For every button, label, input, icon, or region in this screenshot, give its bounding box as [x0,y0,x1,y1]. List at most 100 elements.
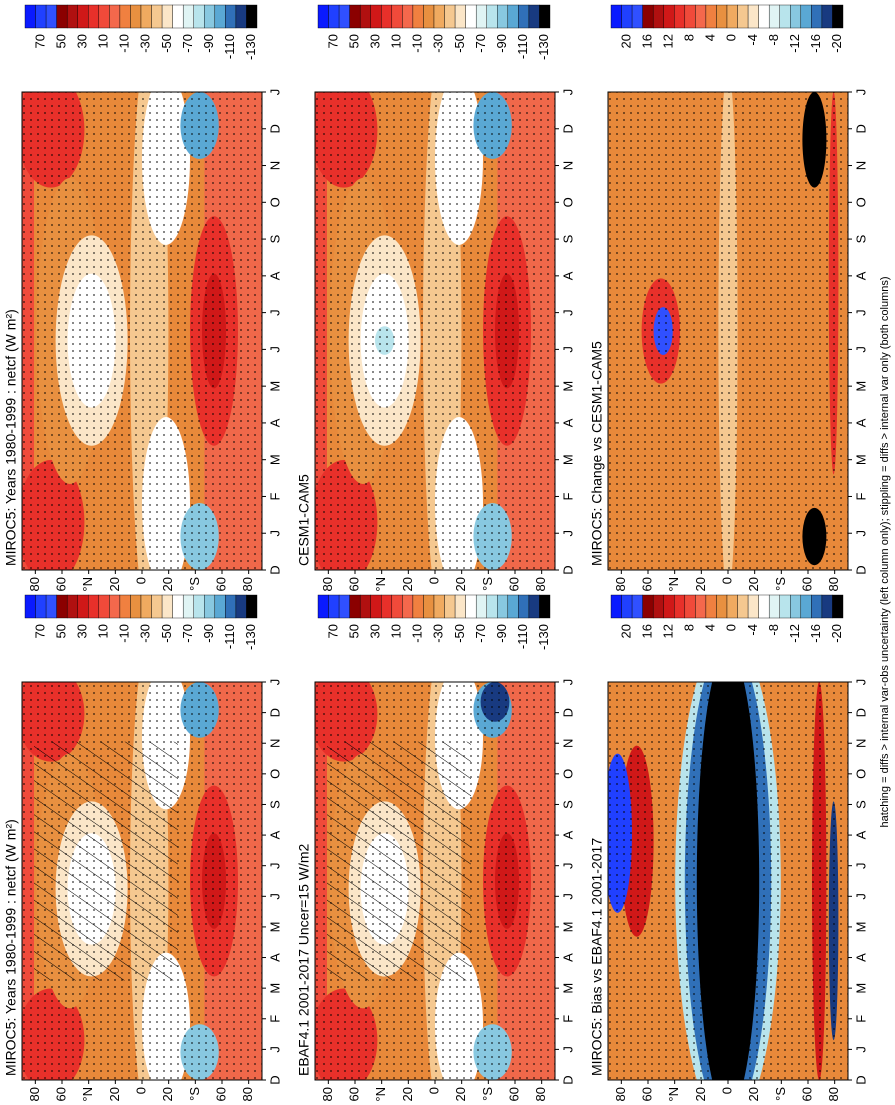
lat-label: 80 [320,577,335,591]
month-label: D [560,565,575,574]
colorbar-label: 4 [703,34,718,41]
field [22,682,262,1080]
colorbar-label: 70 [32,624,47,638]
colorbar-bin [642,4,654,29]
colorbar-bin [98,594,110,619]
colorbar-bin [475,4,487,29]
colorbar-bin [381,594,393,619]
colorbar-bin [338,4,350,29]
month-label: N [560,161,575,170]
colorbar-bin [747,4,759,29]
colorbar-label: -70 [180,34,195,53]
colorbar-bin [642,594,654,619]
month-label: J [853,893,868,900]
colorbar-label: 16 [639,34,654,48]
month-label: J [560,309,575,316]
month-label: D [560,708,575,717]
colorbar-bin [423,4,435,29]
lat-label: 0 [719,577,734,584]
colorbar-bin [204,594,216,619]
colorbar-bin [349,4,361,29]
lat-label: 60 [53,577,68,591]
colorbar-label: 50 [346,34,361,48]
colorbar-label: -20 [829,624,844,643]
colorbar-label: 20 [618,34,633,48]
colorbar-bin [119,594,131,619]
month-label: D [560,1075,575,1084]
month-label: D [853,708,868,717]
month-label: S [560,800,575,809]
colorbar-bin [716,4,728,29]
colorbar-bin [109,594,121,619]
panel: MIROC5: Years 1980-1999 : netcf (W m²) D J… [3,4,282,592]
panel-title: EBAF4.1 2001-2017 Uncer=15 W/m2 [296,843,312,1076]
lat-label: 60 [639,1087,654,1101]
month-label: D [853,565,868,574]
lat-label: °N [80,1087,95,1102]
colorbar-label: -130 [536,34,551,60]
colorbar-label: 30 [74,624,89,638]
month-label: F [560,1015,575,1023]
colorbar-bin [433,594,445,619]
lat-label: 60 [799,577,814,591]
lat-label: 60 [346,577,361,591]
month-label: D [853,124,868,133]
month-label: D [267,1075,282,1084]
month-label: J [267,530,282,537]
colorbar-bin [758,4,770,29]
colorbar-bin [663,594,675,619]
colorbar-bin [507,594,519,619]
colorbar-label: -130 [536,624,551,650]
colorbar-bin [768,4,780,29]
lat-label: °N [666,577,681,592]
colorbar-label: -12 [787,34,802,53]
month-label: M [267,381,282,392]
colorbar-label: 50 [53,34,68,48]
colorbar-bin [66,4,78,29]
lat-label: 20 [746,577,761,591]
colorbar-bin [317,4,329,29]
colorbar-bin [151,4,163,29]
lat-label: °S [773,1087,788,1101]
month-label: O [267,769,282,779]
colorbar-bin [621,4,633,29]
panel: MIROC5: Bias vs EBAF4.1 2001-2017 D J F M A M J… [589,594,868,1102]
colorbar-label: -16 [808,34,823,53]
month-label: A [560,418,575,427]
stippling [22,92,262,570]
lat-label: 80 [240,577,255,591]
month-label: J [853,346,868,353]
colorbar-bin [225,594,237,619]
lat-label: 60 [506,577,521,591]
colorbar-bin [465,594,477,619]
colorbar-bin [35,594,47,619]
month-label: D [267,708,282,717]
footer-group: hatching = diffs > internal var-obs unce… [879,276,891,827]
colorbar-bin [518,594,530,619]
colorbar-label: -50 [159,34,174,53]
colorbar-bin [24,594,36,619]
month-label: O [560,197,575,207]
colorbar-bin [88,4,100,29]
lat-label: 20 [746,1087,761,1101]
panel: MIROC5: Change vs CESM1-CAM5 D J F M A M J J A S O N… [589,4,868,592]
colorbar-bin [716,594,728,619]
month-label: A [853,830,868,839]
month-label: J [853,530,868,537]
colorbar-bin [77,594,89,619]
month-label: J [853,1046,868,1053]
month-label: A [853,953,868,962]
panel-title: MIROC5: Years 1980-1999 : netcf (W m²) [3,819,19,1076]
colorbar-bin [444,594,456,619]
month-label: N [267,161,282,170]
colorbar-bin [45,594,57,619]
month-label: A [267,418,282,427]
month-label: M [267,454,282,465]
colorbar-bin [674,594,686,619]
panel-title: CESM1-CAM5 [296,474,312,566]
colorbar-bin [800,4,812,29]
month-label: F [560,492,575,500]
colorbar-bin [779,594,791,619]
colorbar-label: -8 [766,624,781,636]
month-label: A [560,271,575,280]
